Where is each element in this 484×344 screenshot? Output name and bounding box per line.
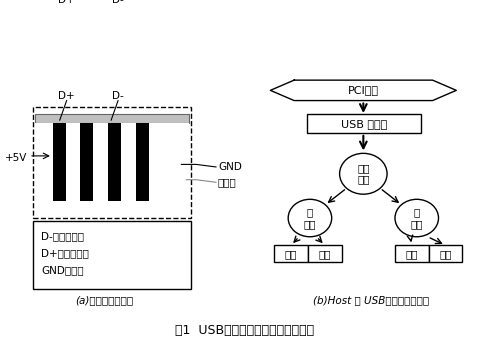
Text: 根集
线器: 根集 线器	[357, 163, 370, 185]
Text: 图1  USB物理结构及其与主机的关系: 图1 USB物理结构及其与主机的关系	[175, 324, 314, 337]
Bar	[274, 245, 308, 262]
Text: 设备: 设备	[285, 249, 297, 259]
Text: GND: GND	[218, 162, 242, 172]
Text: (b)Host 和 USB设备之间的关系: (b)Host 和 USB设备之间的关系	[313, 295, 429, 305]
Polygon shape	[271, 80, 456, 100]
Text: D+: D+	[59, 0, 75, 5]
Bar	[33, 221, 191, 289]
Text: D-低速信号线: D-低速信号线	[41, 231, 84, 241]
Bar	[80, 123, 93, 201]
Text: 集
线器: 集 线器	[303, 207, 316, 229]
Bar	[395, 245, 429, 262]
Circle shape	[340, 153, 387, 194]
Circle shape	[288, 199, 332, 237]
Bar	[307, 114, 421, 133]
Bar	[35, 123, 189, 201]
Text: 设备: 设备	[406, 249, 418, 259]
Text: 屏蔽壳: 屏蔽壳	[218, 177, 237, 187]
Bar	[108, 123, 121, 201]
Text: D+全速信号线: D+全速信号线	[41, 248, 89, 258]
Text: USB 主控器: USB 主控器	[341, 119, 387, 129]
Text: GND电源地: GND电源地	[41, 265, 84, 275]
Text: +5V: +5V	[5, 153, 27, 163]
Text: (a)物理接口的结构: (a)物理接口的结构	[75, 295, 133, 305]
Bar	[429, 245, 462, 262]
Bar	[53, 123, 66, 201]
Text: D+: D+	[59, 90, 75, 100]
Text: 设备: 设备	[318, 249, 331, 259]
Text: D-: D-	[112, 90, 124, 100]
Text: 设备: 设备	[439, 249, 452, 259]
Text: D-: D-	[112, 0, 124, 5]
Circle shape	[395, 199, 439, 237]
Bar	[308, 245, 342, 262]
Bar	[35, 114, 189, 123]
Bar	[33, 107, 191, 218]
Text: 集
线器: 集 线器	[410, 207, 423, 229]
Bar	[136, 123, 149, 201]
Text: PCI总线: PCI总线	[348, 85, 379, 95]
